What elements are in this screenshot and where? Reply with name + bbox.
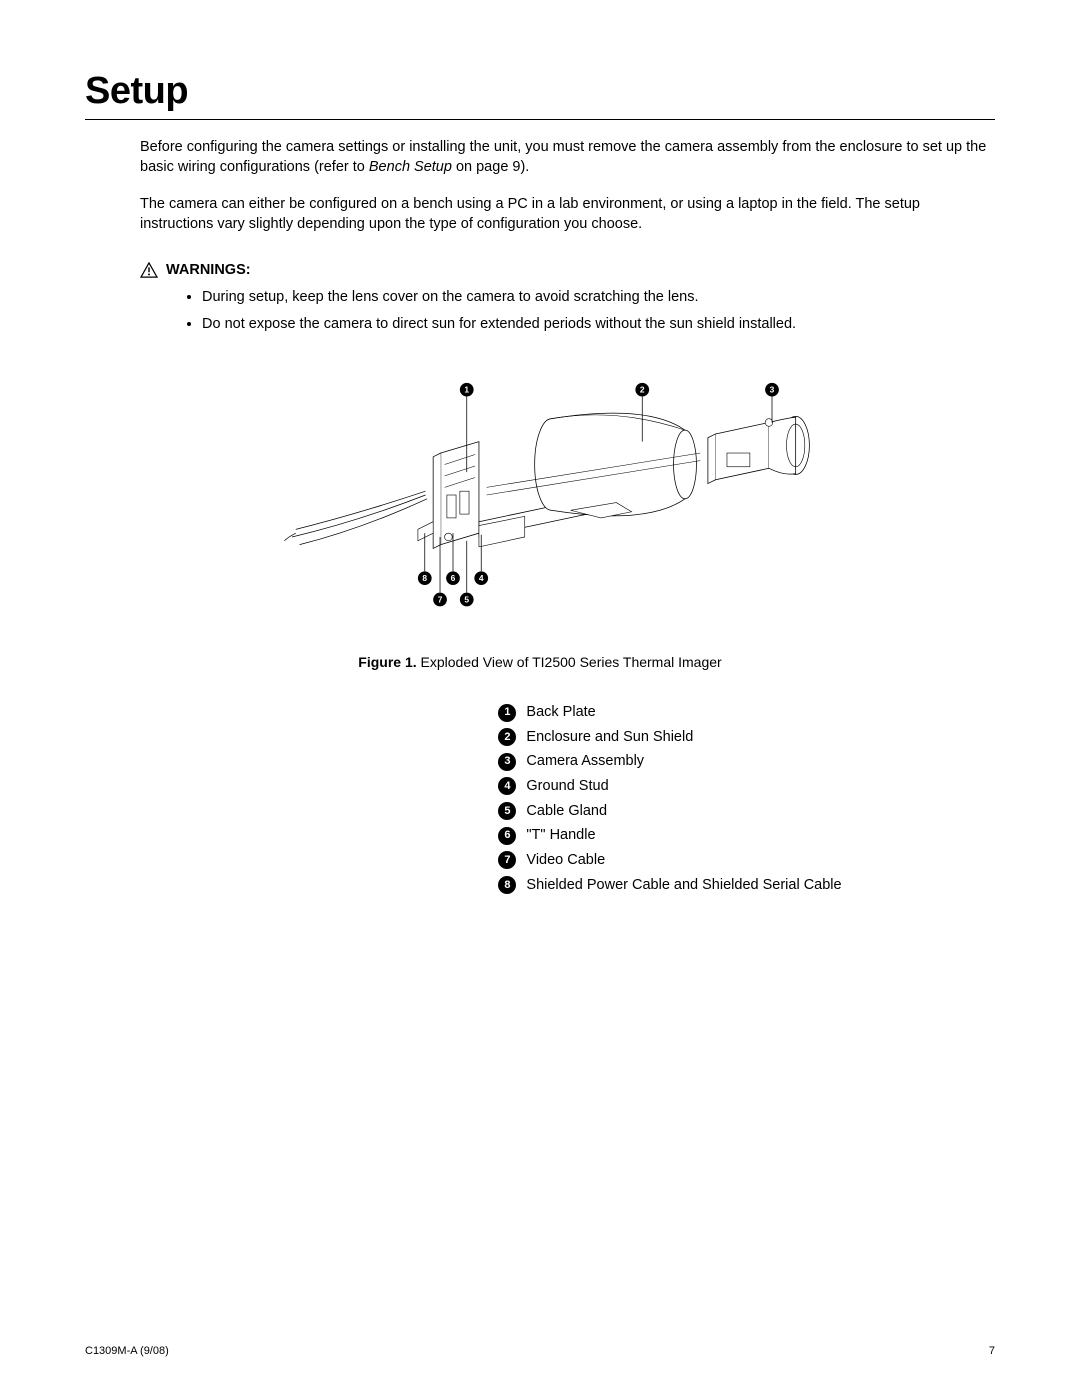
page-footer: C1309M-A (9/08) 7 — [85, 1345, 995, 1357]
warnings-block: WARNINGS: During setup, keep the lens co… — [140, 262, 995, 335]
legend-label: "T" Handle — [526, 823, 595, 848]
svg-text:4: 4 — [479, 573, 484, 583]
legend-list: 1 Back Plate 2 Enclosure and Sun Shield 3 Cam… — [498, 700, 841, 897]
legend-label: Ground Stud — [526, 774, 608, 799]
legend-number-icon: 8 — [498, 876, 516, 894]
warnings-list: During setup, keep the lens cover on the… — [202, 286, 995, 335]
legend-item: 7 Video Cable — [498, 848, 841, 873]
warning-item: During setup, keep the lens cover on the… — [202, 286, 995, 308]
warning-item: Do not expose the camera to direct sun f… — [202, 313, 995, 335]
figure-caption: Figure 1. Exploded View of TI2500 Series… — [85, 654, 995, 670]
legend-item: 4 Ground Stud — [498, 774, 841, 799]
figure-container: 1 2 3 8 7 6 5 4 Figure 1. Exploded View of TI25… — [85, 355, 995, 897]
footer-page-number: 7 — [989, 1345, 995, 1357]
para1-em: Bench Setup — [369, 159, 452, 175]
legend-label: Video Cable — [526, 848, 605, 873]
legend-label: Camera Assembly — [526, 749, 644, 774]
svg-text:1: 1 — [464, 385, 469, 395]
title-rule — [85, 119, 995, 120]
footer-doc-id: C1309M-A (9/08) — [85, 1345, 169, 1357]
warnings-heading: WARNINGS: — [140, 262, 995, 278]
legend-number-icon: 3 — [498, 753, 516, 771]
legend-label: Back Plate — [526, 700, 595, 725]
warning-triangle-icon — [140, 262, 158, 278]
svg-text:8: 8 — [422, 573, 427, 583]
legend-item: 6 "T" Handle — [498, 823, 841, 848]
legend-item: 3 Camera Assembly — [498, 749, 841, 774]
legend-item: 8 Shielded Power Cable and Shielded Seria… — [498, 873, 841, 898]
svg-text:7: 7 — [438, 595, 443, 605]
legend-item: 5 Cable Gland — [498, 799, 841, 824]
para1-post: on page 9). — [452, 159, 529, 175]
figure-caption-text: Exploded View of TI2500 Series Thermal I… — [417, 654, 722, 670]
intro-para-2: The camera can either be configured on a… — [140, 195, 995, 234]
legend-item: 2 Enclosure and Sun Shield — [498, 725, 841, 750]
legend-number-icon: 7 — [498, 851, 516, 869]
svg-text:5: 5 — [464, 595, 469, 605]
legend-number-icon: 2 — [498, 728, 516, 746]
para1-pre: Before configuring the camera settings o… — [140, 139, 986, 175]
page-title: Setup — [85, 70, 995, 113]
figure-caption-bold: Figure 1. — [358, 654, 416, 670]
warnings-label: WARNINGS: — [166, 262, 251, 278]
svg-text:3: 3 — [770, 385, 775, 395]
svg-text:6: 6 — [451, 573, 456, 583]
legend-label: Enclosure and Sun Shield — [526, 725, 693, 750]
legend-number-icon: 4 — [498, 777, 516, 795]
intro-para-1: Before configuring the camera settings o… — [140, 138, 995, 177]
svg-text:2: 2 — [640, 385, 645, 395]
legend-item: 1 Back Plate — [498, 700, 841, 725]
legend-number-icon: 1 — [498, 704, 516, 722]
legend-label: Cable Gland — [526, 799, 607, 824]
legend-number-icon: 5 — [498, 802, 516, 820]
exploded-view-diagram: 1 2 3 8 7 6 5 4 — [250, 355, 830, 640]
legend-label: Shielded Power Cable and Shielded Serial… — [526, 873, 841, 898]
legend-number-icon: 6 — [498, 827, 516, 845]
